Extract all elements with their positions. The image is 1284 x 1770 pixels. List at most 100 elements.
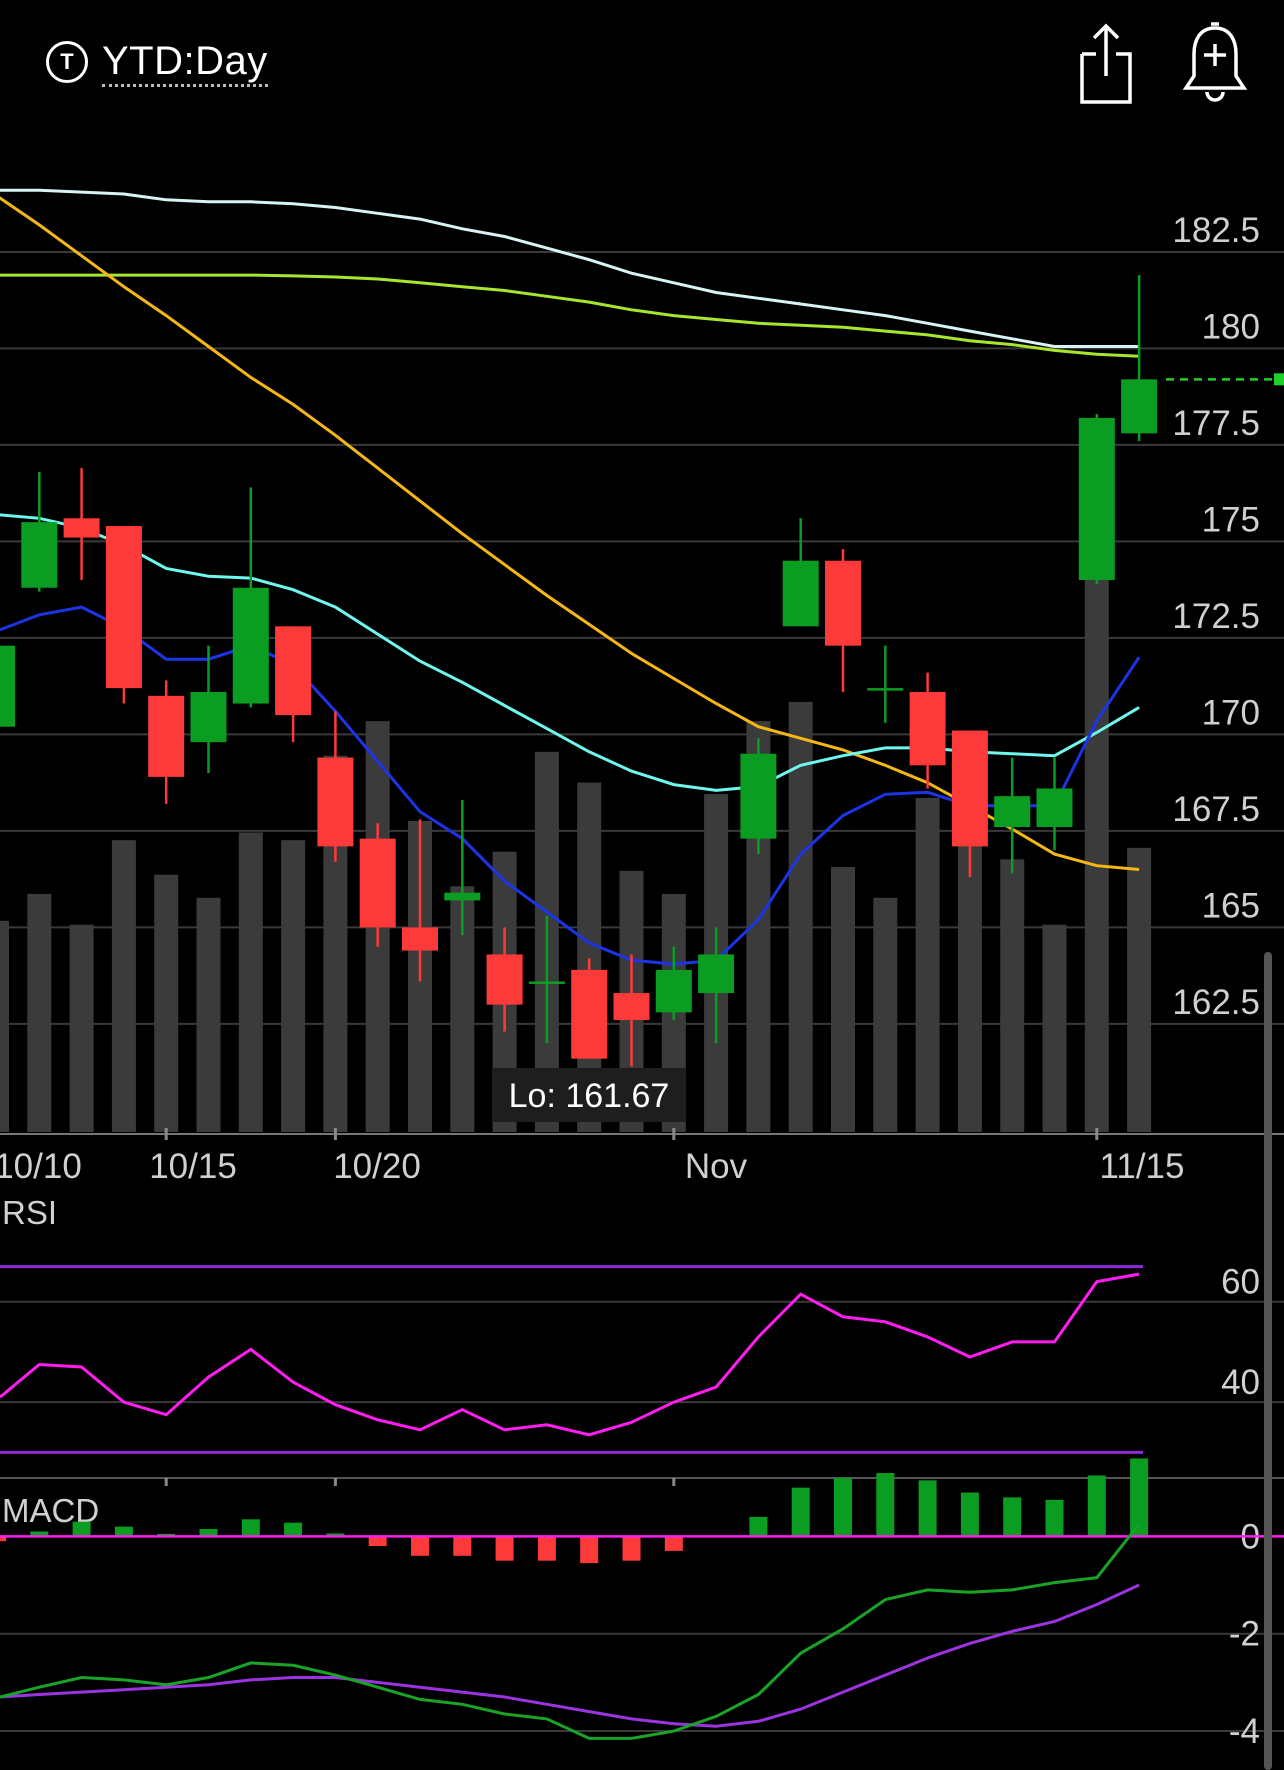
share-icon[interactable] bbox=[1074, 20, 1138, 106]
rsi-axis-label: 60 bbox=[1221, 1263, 1260, 1302]
price-axis-label: 167.5 bbox=[1172, 790, 1260, 829]
macd-histogram-bar bbox=[1045, 1499, 1064, 1537]
candle-down bbox=[402, 927, 438, 951]
macd-histogram-bar bbox=[284, 1522, 303, 1537]
volume-bar bbox=[281, 840, 306, 1132]
candle-up bbox=[782, 560, 819, 627]
volume-bar bbox=[0, 920, 9, 1132]
low-annotation-box bbox=[492, 1068, 686, 1122]
x-axis-label: 10/20 bbox=[333, 1147, 421, 1186]
candle-up bbox=[21, 522, 58, 588]
candle-down bbox=[613, 993, 650, 1021]
candle-down bbox=[951, 730, 988, 847]
x-axis-label: Nov bbox=[685, 1147, 748, 1186]
macd-histogram-bar bbox=[114, 1526, 133, 1537]
last-price-marker bbox=[1274, 373, 1284, 386]
volume-bar bbox=[957, 844, 982, 1132]
period-label: YTD:Day bbox=[102, 38, 268, 87]
macd-histogram-bar bbox=[664, 1536, 683, 1551]
macd-axis-label: -4 bbox=[1229, 1712, 1260, 1751]
macd-axis-label: -2 bbox=[1229, 1615, 1260, 1654]
candle-up bbox=[867, 688, 904, 691]
macd-histogram-bar bbox=[580, 1536, 599, 1564]
candle-up bbox=[698, 954, 735, 994]
candle-up bbox=[655, 969, 692, 1013]
volume-bar bbox=[873, 897, 898, 1132]
macd-histogram-bar bbox=[368, 1536, 387, 1547]
candle-up bbox=[528, 981, 565, 984]
macd-histogram-bar bbox=[960, 1492, 979, 1537]
candle-down bbox=[359, 838, 396, 928]
candle-down bbox=[275, 626, 312, 716]
macd-histogram-bar bbox=[411, 1536, 429, 1556]
macd-histogram-bar bbox=[1087, 1475, 1106, 1537]
low-annotation: Lo: 161.67 bbox=[492, 1068, 686, 1122]
volume-bar bbox=[1127, 847, 1152, 1132]
add-alert-icon[interactable] bbox=[1180, 20, 1250, 106]
x-axis-label: 10/15 bbox=[149, 1147, 237, 1186]
moving-average-line bbox=[0, 273, 1140, 358]
scrollbar[interactable] bbox=[1264, 952, 1272, 1770]
candle-down bbox=[317, 757, 354, 847]
macd-histogram-bar bbox=[1003, 1497, 1022, 1537]
volume-bar bbox=[788, 701, 813, 1132]
ticker-badge-icon: T bbox=[46, 41, 88, 83]
rsi-title: RSI bbox=[2, 1194, 57, 1231]
macd-histogram-bar bbox=[1130, 1458, 1149, 1537]
volume-bar bbox=[1000, 859, 1025, 1132]
volume-bar bbox=[69, 924, 94, 1132]
price-axis-label: 172.5 bbox=[1172, 597, 1260, 636]
rsi-line bbox=[0, 1272, 1140, 1437]
moving-average-line bbox=[0, 188, 1140, 348]
price-axis-label: 180 bbox=[1202, 307, 1260, 346]
macd-histogram-bar bbox=[918, 1480, 937, 1537]
macd-signal-line bbox=[0, 1583, 1140, 1728]
macd-histogram-bar bbox=[199, 1529, 218, 1537]
macd-histogram-bar bbox=[326, 1533, 345, 1537]
candle-up bbox=[232, 587, 269, 704]
volume-bar bbox=[154, 874, 179, 1132]
candle-down bbox=[105, 525, 142, 689]
macd-histogram-bar bbox=[495, 1536, 514, 1561]
volume-bar bbox=[196, 897, 221, 1132]
candle-up bbox=[740, 753, 777, 839]
macd-histogram-bar bbox=[30, 1531, 49, 1537]
volume-bar bbox=[1084, 556, 1109, 1132]
toolbar: T YTD:Day bbox=[0, 0, 1284, 130]
volume-bar bbox=[1042, 924, 1067, 1132]
candle-down bbox=[909, 691, 946, 766]
macd-histogram-bar bbox=[453, 1536, 472, 1556]
candle-up bbox=[190, 691, 227, 743]
volume-bar bbox=[238, 832, 263, 1132]
volume-bar bbox=[915, 797, 940, 1132]
moving-average-line bbox=[0, 196, 1140, 871]
macd-histogram-bar bbox=[72, 1521, 91, 1537]
candle-down bbox=[148, 695, 185, 777]
macd-histogram-bar bbox=[537, 1536, 556, 1561]
macd-histogram-bar bbox=[749, 1516, 768, 1537]
candle-up bbox=[1121, 379, 1158, 434]
candle-up bbox=[1036, 788, 1073, 828]
price-axis-label: 165 bbox=[1202, 886, 1260, 925]
candle-up bbox=[994, 796, 1031, 828]
period-selector-button[interactable]: T YTD:Day bbox=[46, 38, 268, 87]
price-axis-label: 175 bbox=[1202, 500, 1260, 539]
candle-up bbox=[444, 892, 481, 901]
candle-down bbox=[486, 954, 523, 1005]
low-annotation-label: Lo: 161.67 bbox=[509, 1077, 670, 1115]
macd-histogram-bar bbox=[241, 1519, 260, 1537]
price-axis-label: 177.5 bbox=[1172, 404, 1260, 443]
macd-histogram-bar bbox=[791, 1487, 810, 1537]
candle-up bbox=[1078, 417, 1115, 581]
moving-average-line bbox=[0, 513, 1140, 792]
volume-bar bbox=[111, 840, 136, 1132]
price-axis-label: 170 bbox=[1202, 693, 1260, 732]
macd-histogram-bar bbox=[834, 1477, 852, 1537]
x-axis-label: 11/15 bbox=[1100, 1147, 1185, 1186]
macd-line bbox=[0, 1523, 1141, 1740]
macd-histogram-bar bbox=[876, 1473, 895, 1537]
rsi-axis-label: 40 bbox=[1221, 1363, 1260, 1402]
candle-up bbox=[0, 645, 15, 727]
candle-down bbox=[571, 969, 608, 1059]
